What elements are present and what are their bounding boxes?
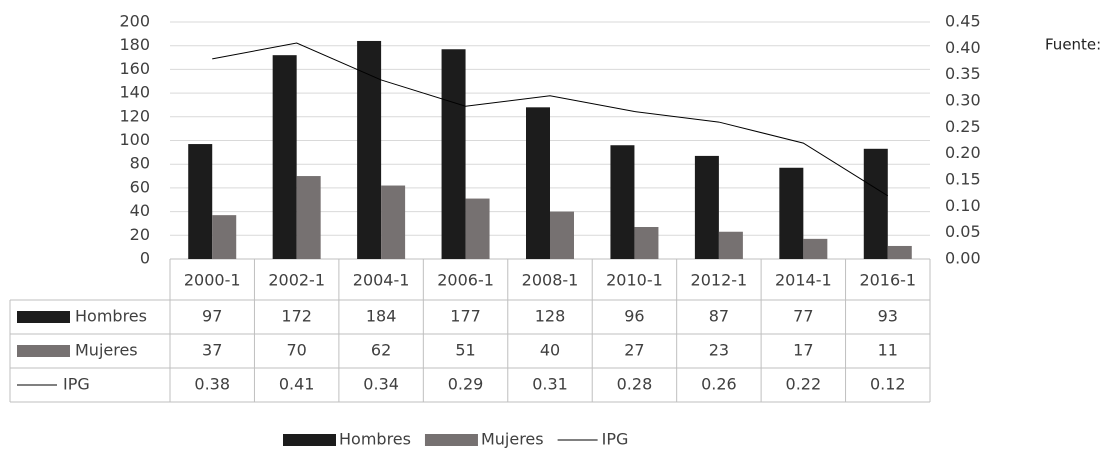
data-label: 0.29 xyxy=(448,375,484,394)
bar xyxy=(381,185,406,259)
data-label: 11 xyxy=(878,341,898,360)
bar xyxy=(465,198,490,259)
y-tick-label: 120 xyxy=(119,106,150,125)
bar xyxy=(550,211,574,259)
y2-tick-label: 0.10 xyxy=(945,196,981,215)
bar xyxy=(272,55,297,260)
x-tick-label: 2000-1 xyxy=(184,271,241,290)
bar xyxy=(610,145,635,259)
x-tick-label: 2006-1 xyxy=(437,271,494,290)
bar xyxy=(779,167,804,259)
x-tick-label: 2010-1 xyxy=(606,271,663,290)
y2-tick-label: 0.00 xyxy=(945,249,981,268)
data-label: 0.38 xyxy=(194,375,230,394)
table-legend-key xyxy=(17,311,70,323)
legend-label: IPG xyxy=(602,430,629,449)
bar xyxy=(357,40,382,260)
data-label: 17 xyxy=(793,341,813,360)
bar xyxy=(694,155,719,259)
x-tick-label: 2004-1 xyxy=(353,271,410,290)
bar xyxy=(212,215,237,259)
legend-label: Hombres xyxy=(339,430,411,449)
data-label: 0.34 xyxy=(363,375,399,394)
data-label: 0.26 xyxy=(701,375,737,394)
y-tick-label: 180 xyxy=(119,35,150,54)
bar xyxy=(526,107,550,259)
data-label: 128 xyxy=(535,307,566,326)
table-row-label: IPG xyxy=(63,375,90,394)
x-tick-label: 2012-1 xyxy=(691,271,748,290)
line xyxy=(212,42,889,197)
y2-tick-label: 0.35 xyxy=(945,64,981,83)
data-label: 96 xyxy=(624,307,644,326)
table-legend-key xyxy=(17,345,70,357)
data-label: 70 xyxy=(286,341,306,360)
y-tick-label: 80 xyxy=(130,154,150,173)
bar xyxy=(863,148,888,259)
bar xyxy=(887,245,912,259)
bar xyxy=(803,238,828,259)
data-label: 37 xyxy=(202,341,222,360)
legend-key xyxy=(424,434,478,446)
y-tick-label: 140 xyxy=(119,83,150,102)
data-label: 0.12 xyxy=(870,375,906,394)
bar xyxy=(296,176,321,259)
y-tick-label: 160 xyxy=(119,59,150,78)
data-label: 62 xyxy=(371,341,391,360)
legend-key xyxy=(283,434,336,446)
data-label: 87 xyxy=(709,307,729,326)
y-tick-label: 200 xyxy=(119,12,150,31)
bar xyxy=(718,231,743,259)
y2-tick-label: 0.25 xyxy=(945,117,981,136)
bar xyxy=(188,144,213,259)
data-label: 27 xyxy=(624,341,644,360)
data-label: 97 xyxy=(202,307,222,326)
data-label: 0.22 xyxy=(786,375,822,394)
data-label: 184 xyxy=(366,307,397,326)
bar xyxy=(634,227,659,259)
data-label: 177 xyxy=(450,307,481,326)
x-tick-label: 2016-1 xyxy=(859,271,916,290)
y2-tick-label: 0.20 xyxy=(945,143,981,162)
table-row-label: Hombres xyxy=(75,307,147,326)
source-note: Fuente: xyxy=(1045,36,1101,54)
data-label: 23 xyxy=(709,341,729,360)
data-label: 93 xyxy=(878,307,898,326)
x-tick-label: 2002-1 xyxy=(268,271,325,290)
y-tick-label: 0 xyxy=(140,249,150,268)
y2-tick-label: 0.40 xyxy=(945,38,981,57)
y-tick-label: 60 xyxy=(130,177,150,196)
y2-tick-label: 0.15 xyxy=(945,170,981,189)
bar xyxy=(441,49,466,259)
data-label: 172 xyxy=(281,307,312,326)
data-label: 0.28 xyxy=(617,375,653,394)
y-tick-label: 20 xyxy=(130,225,150,244)
y-tick-label: 40 xyxy=(130,201,150,220)
y-tick-label: 100 xyxy=(119,130,150,149)
y2-tick-label: 0.05 xyxy=(945,222,981,241)
data-label: 0.31 xyxy=(532,375,568,394)
data-label: 51 xyxy=(455,341,475,360)
data-label: 40 xyxy=(540,341,560,360)
y2-tick-label: 0.30 xyxy=(945,91,981,110)
table-row-label: Mujeres xyxy=(75,341,138,360)
x-tick-label: 2008-1 xyxy=(522,271,579,290)
data-label: 77 xyxy=(793,307,813,326)
y2-tick-label: 0.45 xyxy=(945,12,981,31)
legend-label: Mujeres xyxy=(481,430,544,449)
data-label: 0.41 xyxy=(279,375,315,394)
x-tick-label: 2014-1 xyxy=(775,271,832,290)
